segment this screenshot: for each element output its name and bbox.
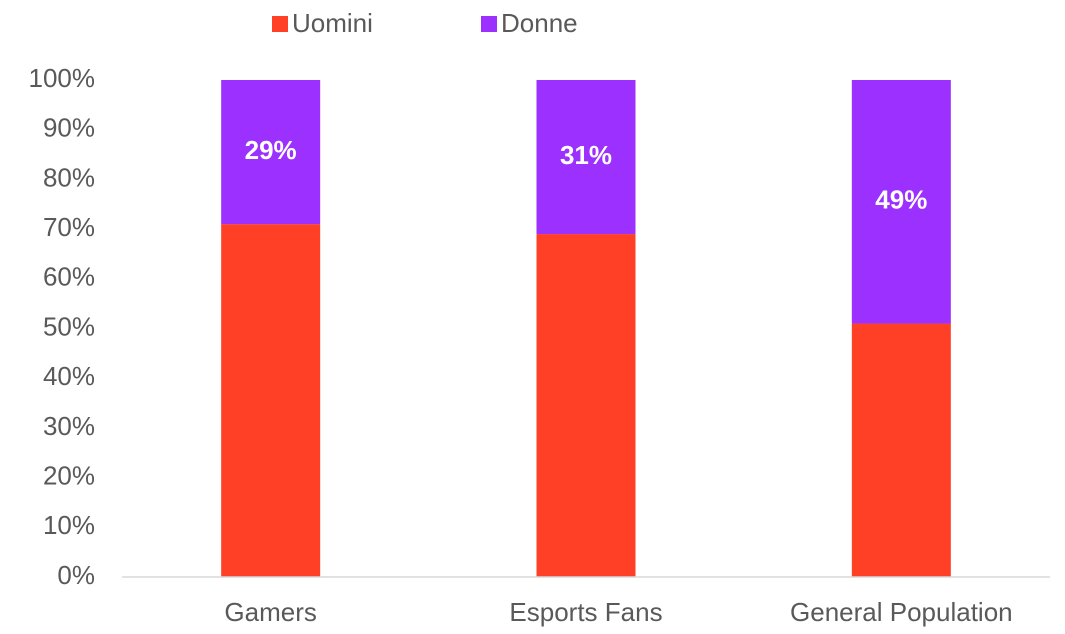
bar-segment [851, 80, 951, 324]
y-tick-label: 50% [43, 311, 95, 341]
x-tick-label: General Population [790, 597, 1013, 627]
y-tick-label: 30% [43, 411, 95, 441]
y-tick-label: 10% [43, 510, 95, 540]
y-tick-label: 100% [29, 63, 96, 93]
legend-swatch [481, 16, 497, 32]
y-tick-label: 0% [57, 560, 95, 590]
y-tick-label: 70% [43, 212, 95, 242]
y-tick-label: 60% [43, 262, 95, 292]
y-tick-label: 40% [43, 361, 95, 391]
data-label: 31% [560, 140, 612, 170]
bar-segment [536, 80, 636, 235]
y-tick-label: 90% [43, 113, 95, 143]
y-tick-label: 80% [43, 162, 95, 192]
legend-label: Donne [501, 8, 578, 38]
legend-swatch [272, 16, 288, 32]
data-label: 49% [875, 185, 927, 215]
bar-segment [851, 323, 951, 577]
legend-label: Uomini [292, 8, 373, 38]
data-label: 29% [245, 135, 297, 165]
bar-segment [536, 234, 636, 577]
x-tick-label: Gamers [224, 597, 316, 627]
bar-segment [221, 224, 321, 577]
x-tick-label: Esports Fans [509, 597, 662, 627]
bar-segment [221, 80, 321, 225]
y-tick-label: 20% [43, 460, 95, 490]
